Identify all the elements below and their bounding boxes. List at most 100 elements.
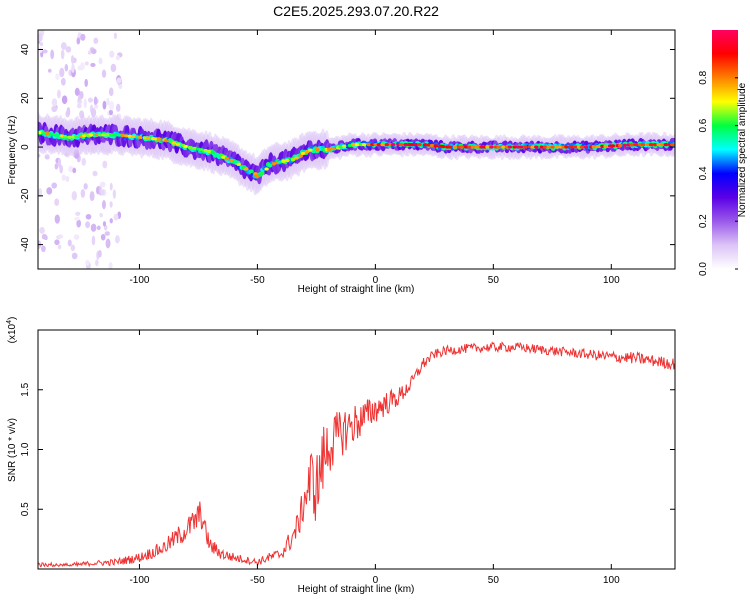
spectral-peak: [550, 145, 555, 149]
spectral-speckle: [41, 245, 46, 253]
y-tick-label: 0: [20, 144, 31, 150]
spectral-peak: [496, 145, 501, 149]
colorbar-tick-label: 0.6: [698, 118, 709, 132]
spectral-speckle: [115, 103, 121, 112]
spectral-speckle: [93, 37, 99, 44]
spectral-peak: [507, 145, 513, 149]
snr-series-line: [38, 341, 675, 568]
spectral-speckle: [104, 231, 111, 236]
spectral-peak: [618, 143, 623, 148]
spectral-peak: [341, 144, 347, 148]
spectral-peak: [380, 143, 385, 147]
spectral-speckle: [56, 89, 61, 99]
spectral-peak: [54, 133, 60, 138]
y-tick-label: 20: [20, 92, 31, 104]
spectral-speckle: [116, 77, 122, 84]
spectral-peak: [281, 159, 286, 163]
spectrogram-y-ticks: -40 -20 0 20 40: [20, 44, 675, 252]
spectral-peak: [610, 144, 616, 148]
spectral-speckle: [60, 77, 66, 86]
spectral-speckle: [108, 109, 113, 116]
spectral-peak: [376, 143, 382, 147]
spectral-speckle: [77, 95, 81, 102]
spectral-speckle: [95, 259, 99, 267]
spectral-speckle: [90, 223, 97, 232]
spectral-peak: [440, 145, 446, 149]
spectral-peak: [198, 148, 204, 152]
spectral-speckle: [38, 153, 41, 158]
spectral-peak: [206, 149, 212, 154]
spectral-peak: [338, 145, 343, 149]
spectral-speckle: [90, 108, 97, 118]
spectrogram-y-axis-label: Frequency (Hz): [7, 116, 18, 185]
spectral-speckle: [71, 252, 78, 260]
spectral-peak: [366, 143, 371, 147]
snr-marks: [38, 341, 675, 568]
spectral-speckle: [70, 244, 76, 252]
spectral-peak: [475, 145, 480, 149]
spectral-peak: [113, 133, 118, 137]
colorbar-label: Normalized spectral amplitude: [737, 82, 748, 217]
spectral-peak: [94, 133, 99, 137]
spectral-peak: [101, 133, 106, 137]
spectral-peak: [254, 174, 260, 178]
spectral-peak: [67, 135, 72, 139]
spectral-peak: [156, 137, 162, 141]
spectral-speckle: [87, 50, 92, 55]
snr-y-axis-label: SNR (10 * v/v): [7, 418, 18, 482]
spectral-peak: [583, 145, 589, 149]
spectral-peak: [534, 145, 539, 149]
spectral-peak: [579, 145, 585, 149]
spectral-peak: [120, 133, 125, 138]
spectral-speckle: [85, 213, 92, 220]
snr-background: [38, 330, 675, 569]
snr-multiplier-close: ): [7, 317, 18, 320]
spectral-peak: [633, 143, 638, 147]
spectral-speckle: [97, 250, 102, 258]
spectral-speckle: [61, 174, 66, 181]
spectral-speckle: [38, 187, 43, 198]
snr-y-ticks: 0.5 1.0 1.5: [20, 382, 675, 516]
spectrogram-marks: [38, 30, 675, 269]
spectral-peak: [595, 144, 600, 149]
y-tick-label: -40: [20, 237, 31, 252]
spectral-speckle: [87, 97, 94, 103]
colorbar-tick-label: 0.0: [698, 262, 709, 276]
spectral-peak: [350, 143, 356, 147]
spectral-peak: [210, 150, 216, 155]
x-tick-label: 50: [488, 575, 500, 586]
spectral-peak: [290, 158, 296, 162]
spectral-peak: [187, 145, 193, 150]
spectral-peak: [539, 145, 544, 149]
spectral-speckle: [101, 200, 106, 210]
x-tick-label: 0: [373, 275, 379, 286]
spectral-peak: [164, 139, 169, 143]
spectral-speckle: [73, 234, 80, 240]
spectral-speckle: [57, 234, 64, 239]
spectral-peak: [489, 145, 494, 149]
spectral-speckle: [113, 213, 119, 221]
spectral-speckle: [99, 212, 103, 218]
spectral-peak: [88, 133, 94, 137]
spectral-peak: [603, 144, 608, 148]
spectral-peak: [62, 135, 68, 139]
spectral-peak: [622, 143, 628, 147]
spectral-peak: [131, 134, 137, 139]
x-tick-label: -100: [129, 275, 149, 286]
spectral-peak: [409, 143, 415, 147]
spectrogram-frame: [37, 29, 676, 270]
spectral-peak: [558, 145, 563, 149]
spectrogram-panel: -100 -50 0 50 100 -40 -20 0 20 40 Height of stra…: [7, 29, 676, 295]
spectral-speckle: [90, 62, 96, 68]
spectral-speckle: [46, 187, 53, 195]
spectral-peak: [663, 143, 669, 147]
spectral-peak: [629, 143, 634, 147]
spectral-speckle: [60, 42, 67, 50]
spectral-peak: [470, 145, 476, 149]
spectral-speckle: [96, 186, 100, 195]
spectral-speckle: [57, 158, 61, 168]
spectral-peak: [285, 158, 290, 163]
spectral-speckle: [118, 83, 123, 89]
spectral-peak: [390, 143, 396, 147]
